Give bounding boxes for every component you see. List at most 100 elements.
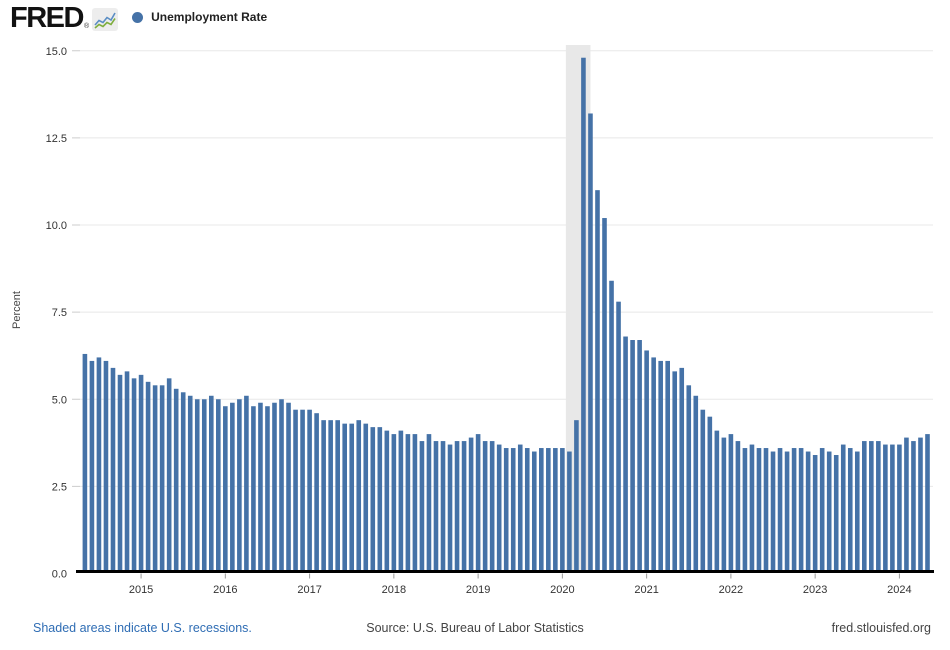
bar-2018-01[interactable]: [391, 434, 397, 572]
bar-2020-02[interactable]: [567, 451, 572, 572]
bar-2016-08[interactable]: [272, 402, 277, 572]
bar-2019-04[interactable]: [496, 444, 502, 572]
bar-2014-08[interactable]: [103, 360, 109, 572]
bar-2019-06[interactable]: [510, 448, 516, 572]
fred-logo[interactable]: FRED ®: [10, 4, 119, 33]
bar-2024-04[interactable]: [918, 437, 923, 572]
bar-2019-10[interactable]: [539, 448, 544, 572]
bar-2015-10[interactable]: [201, 399, 207, 572]
bar-2021-02[interactable]: [651, 357, 656, 572]
bar-2018-06[interactable]: [426, 434, 432, 572]
bar-2021-04[interactable]: [665, 360, 670, 572]
bar-2020-03[interactable]: [574, 420, 579, 572]
bar-2019-02[interactable]: [482, 441, 488, 572]
bar-2020-10[interactable]: [623, 336, 628, 572]
bar-2021-01[interactable]: [644, 350, 649, 572]
bar-2018-08[interactable]: [440, 441, 446, 572]
bar-2017-01[interactable]: [307, 409, 312, 572]
bar-2017-02[interactable]: [314, 413, 319, 572]
bar-2023-09[interactable]: [869, 441, 874, 572]
bar-2022-04[interactable]: [749, 444, 755, 572]
bar-2021-05[interactable]: [672, 371, 678, 572]
bar-2016-01[interactable]: [223, 406, 228, 572]
bar-2016-09[interactable]: [279, 399, 284, 572]
bar-2023-02[interactable]: [819, 448, 825, 572]
bar-2021-07[interactable]: [686, 385, 692, 572]
bar-2020-09[interactable]: [616, 301, 621, 572]
bar-2020-11[interactable]: [630, 340, 635, 572]
bar-2020-01[interactable]: [560, 448, 565, 572]
bar-2014-07[interactable]: [96, 357, 102, 572]
bar-2015-05[interactable]: [166, 378, 172, 572]
bar-2022-11[interactable]: [798, 448, 804, 572]
bar-2023-05[interactable]: [840, 444, 846, 572]
bar-2017-04[interactable]: [328, 420, 333, 572]
bar-2016-11[interactable]: [293, 409, 298, 572]
bar-2018-03[interactable]: [405, 434, 411, 572]
bar-2016-03[interactable]: [237, 399, 242, 572]
bar-2021-12[interactable]: [721, 437, 727, 572]
bar-2016-05[interactable]: [251, 406, 256, 572]
bar-2015-07[interactable]: [180, 392, 186, 572]
bar-2019-01[interactable]: [475, 434, 481, 572]
bar-2023-08[interactable]: [862, 441, 867, 572]
bar-2015-06[interactable]: [173, 388, 179, 572]
bar-2017-03[interactable]: [321, 420, 326, 572]
bar-2023-03[interactable]: [826, 451, 832, 572]
bar-2022-08[interactable]: [777, 448, 783, 572]
bar-2016-04[interactable]: [244, 395, 249, 572]
bar-2023-12[interactable]: [890, 444, 895, 572]
bar-2022-09[interactable]: [784, 451, 790, 572]
bar-2015-12[interactable]: [216, 399, 221, 572]
bar-2015-02[interactable]: [145, 381, 151, 572]
bar-2018-10[interactable]: [454, 441, 460, 572]
bar-2022-07[interactable]: [770, 451, 776, 572]
bar-2022-02[interactable]: [735, 441, 741, 572]
bar-2014-12[interactable]: [131, 378, 137, 572]
bar-2015-04[interactable]: [159, 385, 165, 572]
bar-2020-08[interactable]: [609, 280, 614, 572]
bar-2021-08[interactable]: [693, 395, 699, 572]
bar-2023-10[interactable]: [876, 441, 881, 572]
bar-2017-07[interactable]: [349, 423, 355, 572]
bar-2018-02[interactable]: [398, 430, 404, 572]
bar-2023-04[interactable]: [833, 455, 839, 572]
bar-2021-11[interactable]: [714, 430, 720, 572]
bar-2019-11[interactable]: [546, 448, 551, 572]
bar-2022-12[interactable]: [805, 451, 811, 572]
bar-2024-01[interactable]: [897, 444, 902, 572]
bar-2018-12[interactable]: [468, 437, 474, 572]
bar-2022-01[interactable]: [728, 434, 734, 572]
bar-2020-06[interactable]: [595, 190, 600, 572]
bar-2017-06[interactable]: [342, 423, 348, 572]
bar-2022-03[interactable]: [742, 448, 748, 572]
bar-2022-06[interactable]: [763, 448, 769, 572]
bar-2023-11[interactable]: [883, 444, 888, 572]
bar-2014-05[interactable]: [82, 353, 88, 572]
bar-2020-07[interactable]: [602, 218, 607, 572]
bar-2017-10[interactable]: [370, 427, 376, 572]
bar-2022-05[interactable]: [756, 448, 762, 572]
bar-2018-05[interactable]: [419, 441, 425, 572]
bar-2016-10[interactable]: [286, 402, 291, 572]
bar-2019-12[interactable]: [553, 448, 558, 572]
recession-shading-link[interactable]: Shaded areas indicate U.S. recessions.: [33, 621, 252, 635]
bar-2024-03[interactable]: [911, 441, 916, 572]
bar-2021-03[interactable]: [658, 360, 663, 572]
bar-2018-04[interactable]: [412, 434, 418, 572]
bar-2019-03[interactable]: [489, 441, 495, 572]
bar-2017-09[interactable]: [363, 423, 369, 572]
bar-2024-02[interactable]: [904, 437, 909, 572]
bar-2019-05[interactable]: [503, 448, 509, 572]
bar-2014-06[interactable]: [89, 360, 95, 572]
bar-2017-12[interactable]: [384, 430, 390, 572]
bar-2018-11[interactable]: [461, 441, 467, 572]
bar-2021-09[interactable]: [700, 409, 706, 572]
bar-2015-08[interactable]: [187, 395, 193, 572]
bar-2019-08[interactable]: [524, 448, 530, 572]
bar-2020-05[interactable]: [588, 113, 593, 572]
bar-2023-01[interactable]: [812, 455, 818, 572]
bar-2020-12[interactable]: [637, 340, 642, 572]
bar-2014-10[interactable]: [117, 374, 123, 572]
bar-2016-07[interactable]: [265, 406, 270, 572]
